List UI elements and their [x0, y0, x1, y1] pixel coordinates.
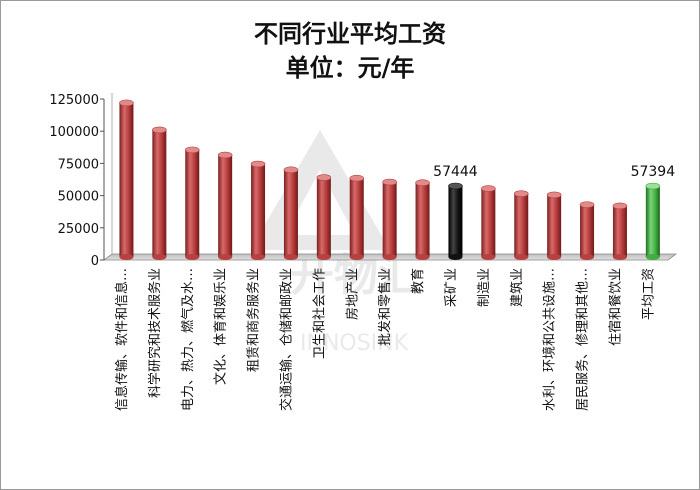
bar-body: [580, 204, 595, 257]
x-category-label: 卫生和社会工作: [311, 268, 327, 359]
bar: [382, 178, 397, 260]
bar-base: [382, 254, 397, 260]
bar-body: [481, 188, 496, 257]
bar: [316, 174, 332, 260]
y-tick-label: 50000: [58, 190, 99, 205]
bar: [184, 146, 200, 260]
bar-body: [316, 177, 331, 257]
bar-top: [579, 201, 595, 208]
bar-body: [349, 178, 364, 257]
bar-body: [448, 186, 463, 257]
bar-top: [612, 202, 628, 210]
bar-top: [513, 190, 529, 197]
x-category-label: 居民服务、修理和其他…: [575, 268, 591, 411]
bar-base: [349, 254, 364, 260]
data-label: 57394: [631, 164, 676, 180]
x-category-label: 制造业: [477, 268, 492, 307]
bar-top: [415, 179, 430, 187]
bar-base: [481, 254, 496, 260]
bar-base: [251, 254, 266, 260]
bar: [481, 185, 496, 260]
bar: [612, 202, 628, 260]
bar-base: [580, 254, 595, 260]
y-tick-label: 100000: [49, 125, 99, 140]
bar-body: [152, 129, 167, 257]
bar-body: [251, 164, 266, 257]
bar: [513, 190, 529, 260]
bar-top: [119, 99, 134, 107]
y-tick-label: 75000: [58, 157, 99, 172]
bar-base: [218, 254, 233, 260]
bar-top: [546, 191, 562, 199]
x-category-label: 住宿和餐饮业: [607, 268, 623, 346]
bar-body: [547, 194, 562, 257]
bar-body: [612, 205, 627, 257]
x-category-label: 文化、体育和娱乐业: [213, 268, 229, 385]
y-tick-label: 0: [91, 254, 99, 269]
bar-base: [547, 254, 562, 260]
bar: [119, 99, 134, 260]
bar-body: [514, 193, 529, 257]
bar: [448, 182, 463, 260]
bar-top: [283, 166, 299, 174]
bar-top: [316, 174, 332, 181]
bar-top: [184, 146, 200, 154]
bar-base: [119, 254, 134, 260]
x-category-label: 电力、热力、燃气及水…: [180, 268, 196, 411]
x-category-label: 建筑业: [509, 268, 525, 307]
y-tick-label: 25000: [58, 222, 99, 237]
bar: [250, 160, 266, 260]
svg-text:INNOSINK: INNOSINK: [300, 331, 409, 356]
bar: [415, 179, 430, 260]
bar: [645, 182, 661, 260]
bar-base: [283, 254, 298, 260]
bar-body: [382, 182, 397, 257]
x-category-label: 租赁和商务服务业: [246, 268, 262, 372]
bar-top: [250, 160, 266, 168]
bar-body: [645, 186, 660, 257]
bar: [546, 191, 562, 260]
x-category-label: 平均工资: [641, 268, 656, 320]
bar-base: [415, 254, 430, 260]
bar-top: [152, 126, 167, 134]
data-label: 57444: [433, 164, 478, 180]
bar-top: [217, 151, 233, 159]
x-category-label: 批发和零售业: [377, 268, 393, 346]
bar-base: [316, 254, 331, 260]
bar-base: [448, 254, 463, 260]
chart-title: 不同行业平均工资: [254, 20, 446, 48]
x-category-label: 教育: [410, 268, 426, 294]
x-category-label: 采矿业: [444, 268, 459, 307]
x-category-label: 交通运输、仓储和邮政业: [278, 268, 294, 411]
y-tick-label: 125000: [49, 93, 99, 108]
x-category-label: 信息传输、软件和信息…: [114, 268, 130, 411]
bar-top: [349, 174, 365, 182]
bar-body: [283, 169, 298, 257]
x-category-label: 科学研究和技术服务业: [147, 268, 163, 398]
bar-base: [185, 254, 200, 260]
bar: [349, 174, 365, 260]
bar-base: [152, 254, 167, 260]
x-category-label: 房地产业: [344, 268, 360, 320]
bar-body: [415, 182, 430, 257]
bar-base: [514, 254, 529, 260]
chart-subtitle: 单位：元/年: [285, 54, 415, 82]
bar: [579, 201, 595, 260]
bar-base: [645, 254, 660, 260]
bar-body: [119, 102, 134, 257]
bar-top: [382, 178, 397, 186]
bar-top: [645, 182, 661, 190]
bar-body: [218, 155, 233, 257]
bar: [217, 151, 233, 260]
bar-base: [612, 254, 627, 260]
bar-top: [448, 182, 463, 190]
bar: [152, 126, 167, 260]
bar-body: [185, 149, 200, 257]
x-category-label: 水利、环境和公共设施…: [543, 268, 558, 411]
bar: [283, 166, 299, 260]
bar-top: [481, 185, 496, 192]
